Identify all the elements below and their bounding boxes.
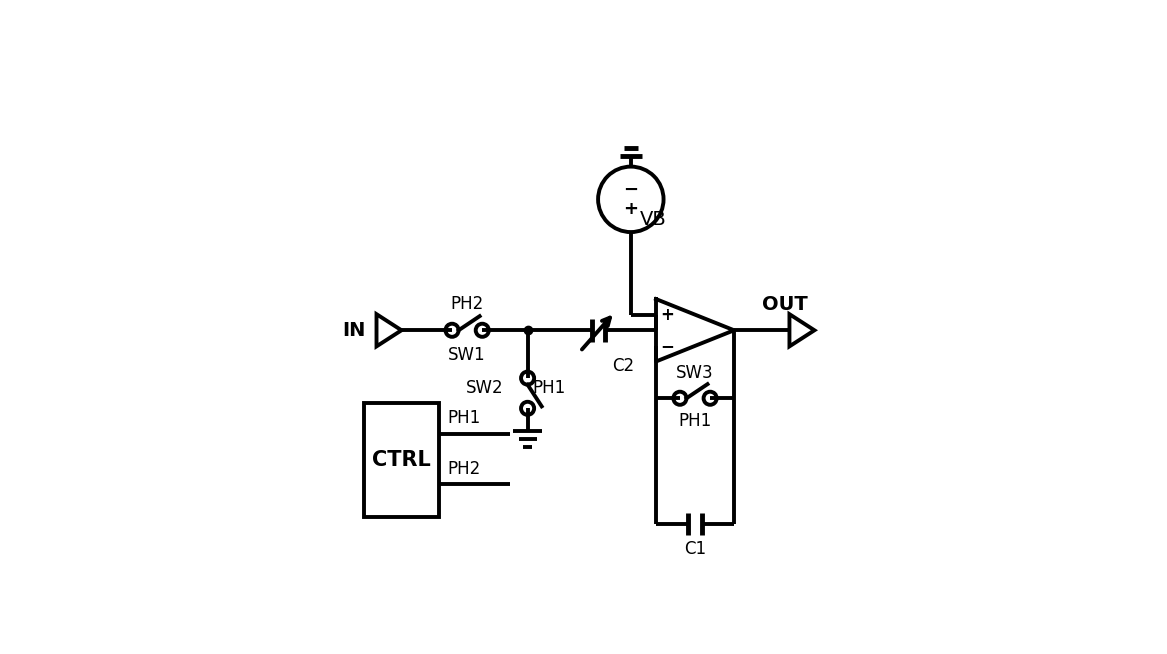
Text: +: + [661, 305, 675, 324]
Text: SW3: SW3 [676, 364, 714, 382]
Text: SW2: SW2 [466, 379, 503, 397]
Text: VB: VB [641, 210, 666, 229]
Text: CTRL: CTRL [372, 450, 431, 470]
Text: −: − [661, 337, 675, 355]
Text: OUT: OUT [762, 294, 808, 313]
Text: C1: C1 [684, 540, 706, 559]
Text: PH2: PH2 [447, 460, 481, 478]
Text: PH1: PH1 [532, 379, 566, 397]
Text: C2: C2 [613, 356, 635, 375]
Text: SW1: SW1 [448, 347, 485, 364]
Text: −: − [623, 181, 638, 199]
Text: PH1: PH1 [678, 413, 712, 430]
Text: IN: IN [342, 320, 365, 340]
Text: PH2: PH2 [450, 294, 484, 313]
Bar [364, 404, 440, 517]
Text: +: + [623, 200, 638, 218]
Text: PH1: PH1 [447, 409, 481, 428]
